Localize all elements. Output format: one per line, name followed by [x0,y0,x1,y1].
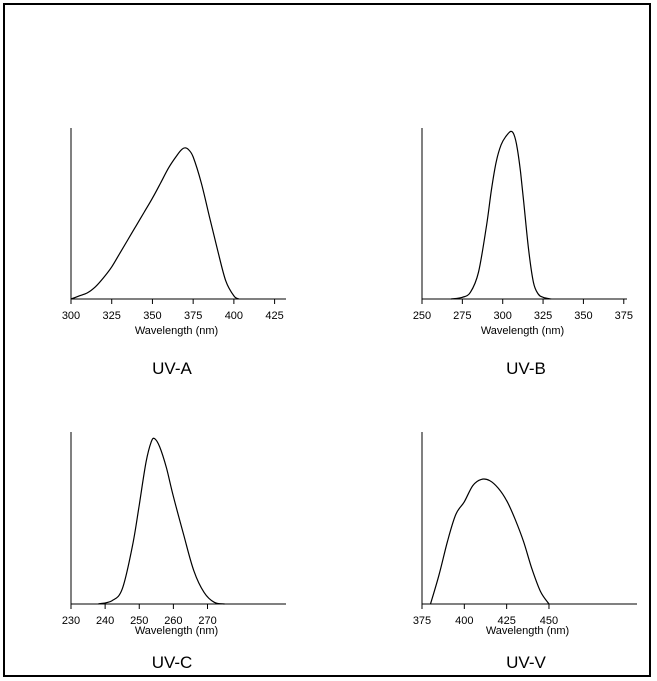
x-axis-title: Wavelength (nm) [135,625,218,637]
x-tick-label: 260 [164,615,182,627]
x-axis-title: Wavelength (nm) [135,325,218,337]
chart-panel-2: 250 275 300 325 350 375 Wavelength (nm) UV-B [413,128,633,378]
x-tick-label: 375 [184,310,202,322]
chart-panel-1: 300 325 350 375 400 425 Wavelength (nm) UV-A [62,128,286,378]
x-tick-label: 375 [413,615,431,627]
x-tick-label: 450 [540,615,558,627]
figure-frame [3,3,651,677]
x-tick-label: 350 [143,310,161,322]
x-tick-label: 325 [534,310,552,322]
x-tick-label: 230 [62,615,80,627]
series-line [70,147,240,300]
x-tick-label: 425 [497,615,515,627]
series-line [451,130,552,300]
x-tick-label: 270 [198,615,216,627]
x-tick-label: 400 [455,615,473,627]
x-tick-label: 275 [453,310,471,322]
x-tick-label: 375 [615,310,633,322]
panel-title: UV-A [152,359,192,378]
x-tick-label: 325 [103,310,121,322]
panel-title: UV-C [152,653,193,672]
x-tick-label: 350 [574,310,592,322]
x-tick-label: 400 [225,310,243,322]
panel-title: UV-V [506,653,546,672]
x-tick-label: 425 [265,310,283,322]
series-line [429,478,550,605]
x-tick-label: 300 [494,310,512,322]
x-tick-label: 240 [96,615,114,627]
x-axis-title: Wavelength (nm) [481,325,564,337]
x-tick-label: 250 [413,310,431,322]
x-axis-title: Wavelength (nm) [486,625,569,637]
panel-title: UV-B [506,359,546,378]
x-tick-label: 300 [62,310,80,322]
series-line [98,437,225,605]
x-tick-label: 250 [130,615,148,627]
